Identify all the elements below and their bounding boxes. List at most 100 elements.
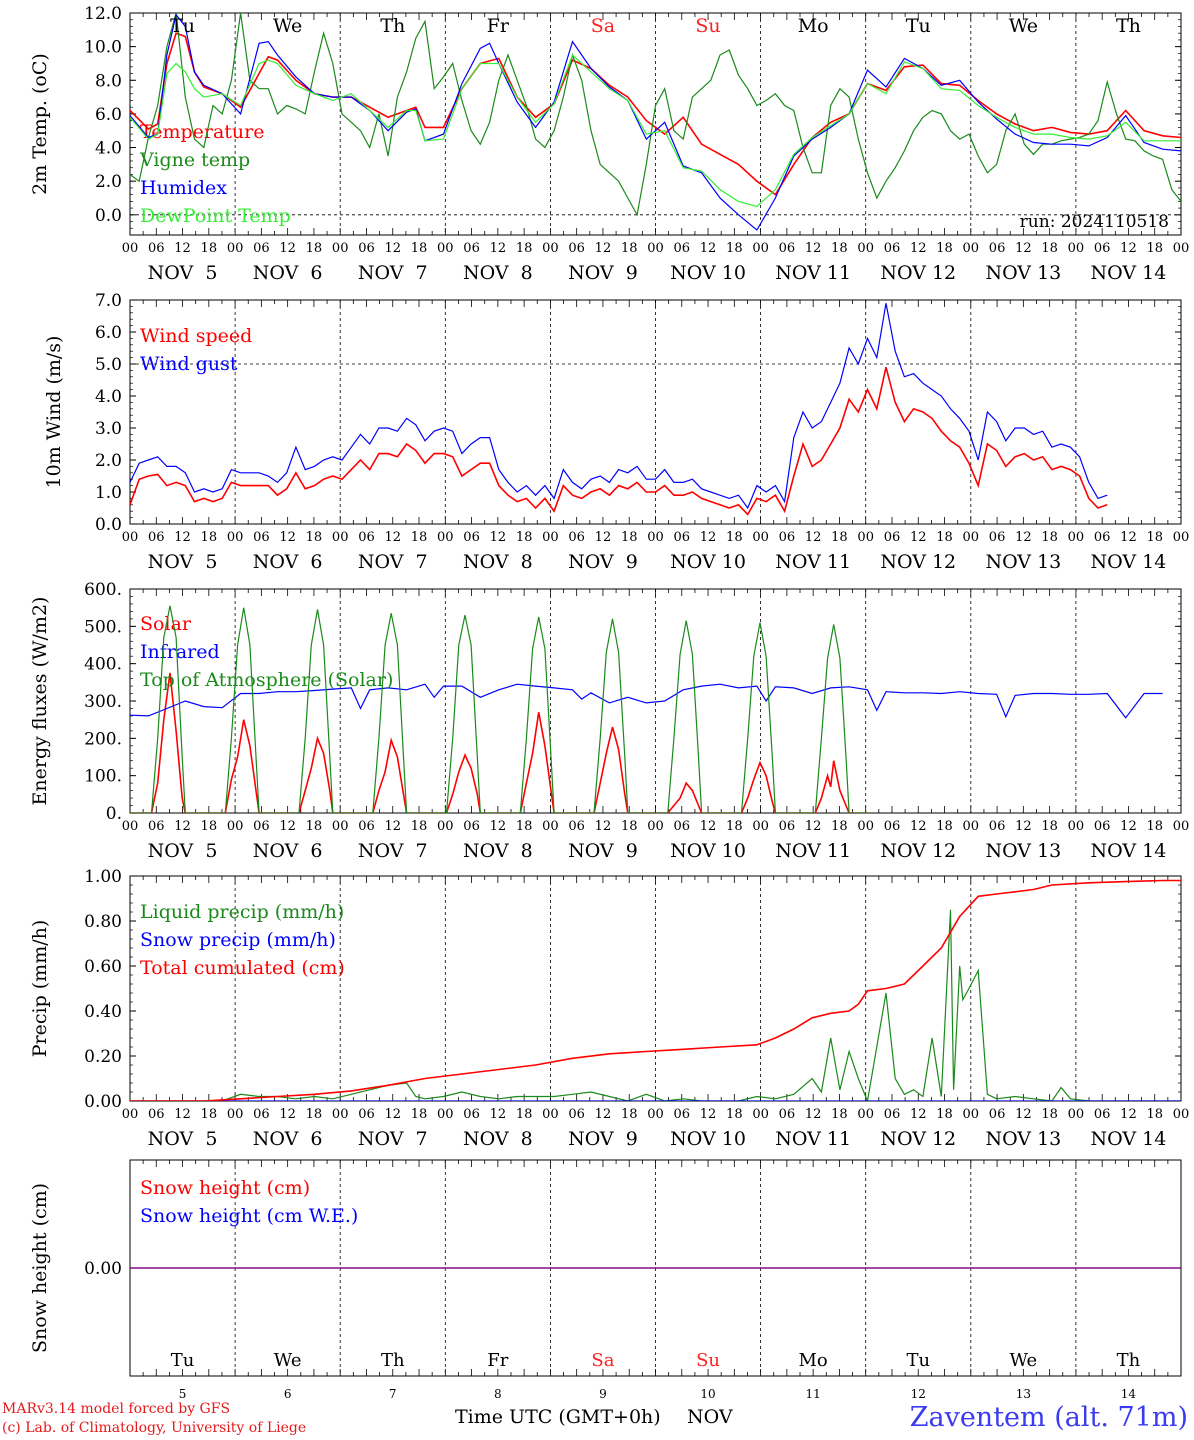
temperature-hour-tick-label: 00: [963, 241, 980, 256]
weekday-label: Th: [1116, 15, 1141, 37]
temperature-hour-tick-label: 18: [201, 241, 218, 256]
temperature-hour-tick-label: 18: [621, 241, 638, 256]
precip-hour-tick-label: 00: [542, 1107, 559, 1122]
energy-legend-1: Infrared: [140, 641, 220, 663]
wind-hour-tick-label: 18: [936, 530, 953, 545]
precip-date-label: NOV 11: [775, 1128, 851, 1150]
weekday-label: We: [1009, 15, 1038, 37]
energy-hour-tick-label: 00: [542, 819, 559, 834]
energy-hour-tick-label: 00: [752, 819, 769, 834]
precip-y-tick-label: 0.80: [84, 912, 122, 932]
temperature-hour-tick-label: 12: [700, 241, 717, 256]
wind-hour-tick-label: 12: [490, 530, 507, 545]
temperature-hour-tick-label: 00: [332, 241, 349, 256]
temperature-series-1-line: [130, 13, 1181, 217]
wind-date-label: NOV 11: [775, 551, 851, 573]
energy-series-1-line: [130, 683, 1163, 719]
wind-y-tick-label: 6.0: [95, 323, 122, 343]
energy-hour-tick-label: 18: [1146, 819, 1163, 834]
wind-hour-tick-label: 00: [122, 530, 139, 545]
precip-hour-tick-label: 18: [1041, 1107, 1058, 1122]
precip-y-tick-label: 0.20: [84, 1047, 122, 1067]
time-axis-month: NOV: [687, 1406, 733, 1428]
energy-hour-tick-label: 12: [1015, 819, 1032, 834]
energy-hour-tick-label: 18: [726, 819, 743, 834]
snow-weekday-label: Th: [381, 1350, 405, 1371]
energy-hour-tick-label: 00: [122, 819, 139, 834]
energy-hour-tick-label: 06: [989, 819, 1006, 834]
energy-hour-tick-label: 00: [857, 819, 874, 834]
precip-date-label: NOV 14: [1091, 1128, 1167, 1150]
temperature-hour-tick-label: 00: [542, 241, 559, 256]
weekday-label: Fr: [487, 15, 510, 37]
energy-series-2-line: [130, 605, 868, 813]
time-axis-title: Time UTC (GMT+0h): [455, 1406, 661, 1428]
energy-y-tick-label: 200.: [84, 729, 122, 749]
energy-hour-tick-label: 18: [201, 819, 218, 834]
temperature-hour-tick-label: 00: [752, 241, 769, 256]
precip-hour-tick-label: 18: [831, 1107, 848, 1122]
wind-hour-tick-label: 06: [1094, 530, 1111, 545]
precip-hour-tick-label: 06: [568, 1107, 585, 1122]
temperature-y-tick-label: 6.0: [95, 105, 122, 125]
precip-hour-tick-label: 12: [174, 1107, 191, 1122]
precip-hour-tick-label: 18: [306, 1107, 323, 1122]
energy-date-label: NOV 14: [1091, 840, 1167, 862]
wind-y-axis-label: 10m Wind (m/s): [43, 336, 65, 489]
precip-panel: 0.00 0.20 0.40 0.60 0.80 1.00 Precip (mm/h) Liq…: [29, 867, 1189, 1150]
temperature-hour-tick-label: 18: [306, 241, 323, 256]
wind-hour-tick-label: 00: [542, 530, 559, 545]
precip-hour-tick-label: 00: [647, 1107, 664, 1122]
energy-hour-tick-label: 06: [253, 819, 270, 834]
precip-hour-tick-label: 00: [437, 1107, 454, 1122]
temperature-date-label: NOV 7: [358, 262, 428, 284]
energy-hour-tick-label: 12: [490, 819, 507, 834]
wind-y-tick-label: 3.0: [95, 419, 122, 439]
temperature-hour-tick-label: 00: [122, 241, 139, 256]
precip-hour-tick-label: 06: [253, 1107, 270, 1122]
temperature-hour-tick-label: 12: [174, 241, 191, 256]
temperature-legend-3: DewPoint Temp: [140, 205, 291, 227]
snow-weekday-label: Su: [696, 1350, 720, 1371]
wind-hour-tick-label: 18: [1146, 530, 1163, 545]
wind-hour-tick-label: 00: [1173, 530, 1190, 545]
wind-hour-tick-label: 12: [1015, 530, 1032, 545]
precip-hour-tick-label: 06: [148, 1107, 165, 1122]
wind-hour-tick-label: 06: [148, 530, 165, 545]
wind-hour-tick-label: 06: [463, 530, 480, 545]
wind-hour-tick-label: 00: [227, 530, 244, 545]
energy-panel: 0. 100. 200. 300. 400. 500. 600. Energy fluxes …: [29, 580, 1189, 862]
temperature-series-0-line: [130, 32, 1181, 196]
precip-hour-tick-label: 18: [936, 1107, 953, 1122]
temperature-hour-tick-label: 00: [1068, 241, 1085, 256]
energy-hour-tick-label: 00: [1068, 819, 1085, 834]
energy-date-label: NOV 7: [358, 840, 428, 862]
wind-date-label: NOV 14: [1091, 551, 1167, 573]
precip-hour-tick-label: 12: [1015, 1107, 1032, 1122]
precip-hour-tick-label: 06: [674, 1107, 691, 1122]
wind-hour-tick-label: 18: [306, 530, 323, 545]
weekday-label: Th: [380, 15, 405, 37]
temperature-hour-tick-label: 12: [490, 241, 507, 256]
wind-hour-tick-label: 18: [201, 530, 218, 545]
energy-hour-tick-label: 12: [384, 819, 401, 834]
weekday-label: We: [273, 15, 302, 37]
wind-date-label: NOV 13: [985, 551, 1061, 573]
temperature-date-label: NOV 9: [568, 262, 638, 284]
temperature-date-label: NOV 8: [463, 262, 533, 284]
energy-hour-tick-label: 06: [463, 819, 480, 834]
temperature-hour-tick-label: 12: [1120, 241, 1137, 256]
energy-hour-tick-label: 06: [358, 819, 375, 834]
precip-hour-tick-label: 00: [857, 1107, 874, 1122]
temperature-legend-2: Humidex: [140, 177, 227, 199]
precip-legend-1: Snow precip (mm/h): [140, 929, 336, 951]
wind-series-0-line: [130, 366, 1108, 516]
energy-hour-tick-label: 12: [805, 819, 822, 834]
temperature-hour-tick-label: 18: [936, 241, 953, 256]
precip-hour-tick-label: 00: [332, 1107, 349, 1122]
wind-hour-tick-label: 00: [332, 530, 349, 545]
temperature-hour-tick-label: 00: [437, 241, 454, 256]
wind-y-tick-label: 7.0: [95, 291, 122, 311]
precip-hour-tick-label: 06: [884, 1107, 901, 1122]
wind-date-label: NOV 6: [253, 551, 323, 573]
